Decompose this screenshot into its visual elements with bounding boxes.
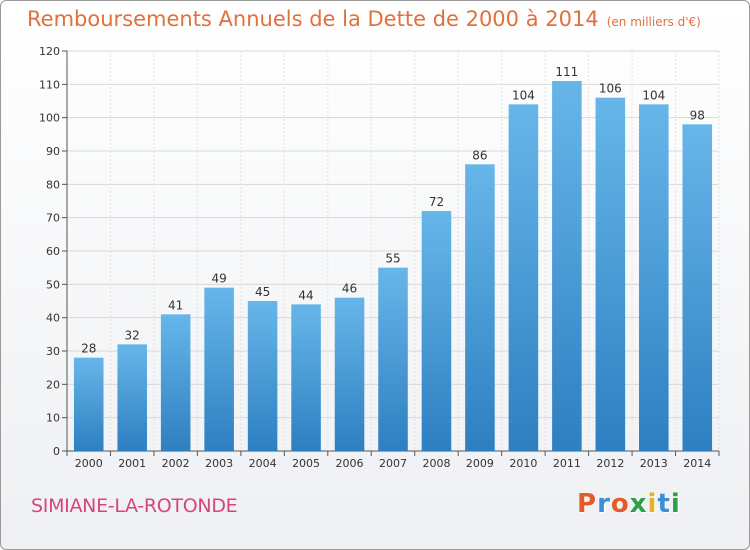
bar xyxy=(160,314,191,451)
data-label: 106 xyxy=(599,82,622,96)
data-label: 111 xyxy=(555,65,578,79)
bars xyxy=(73,81,713,452)
y-tick-label: 120 xyxy=(39,45,60,58)
bar xyxy=(378,267,408,451)
bar xyxy=(117,344,147,451)
x-tick-label: 2005 xyxy=(292,457,320,470)
data-label: 28 xyxy=(81,342,96,356)
data-label: 46 xyxy=(342,282,357,296)
y-tick-label: 0 xyxy=(53,445,60,458)
x-tick-label: 2006 xyxy=(336,457,364,470)
bar xyxy=(639,104,669,451)
y-tick-label: 70 xyxy=(46,212,60,225)
bar xyxy=(508,104,539,451)
bar xyxy=(204,287,234,451)
data-label: 49 xyxy=(211,272,226,286)
data-label: 104 xyxy=(512,88,535,102)
title-row: Remboursements Annuels de la Dette de 20… xyxy=(27,7,701,31)
data-label: 86 xyxy=(472,148,487,162)
chart-title: Remboursements Annuels de la Dette de 20… xyxy=(27,7,599,31)
x-tick-label: 2004 xyxy=(249,457,277,470)
y-tick-label: 50 xyxy=(46,278,60,291)
bar xyxy=(595,97,626,452)
logo-letter: x xyxy=(629,489,648,519)
data-label: 72 xyxy=(429,195,444,209)
logo-letter: P xyxy=(577,489,598,519)
x-tick-label: 2000 xyxy=(75,457,103,470)
x-tick-label: 2008 xyxy=(422,457,450,470)
bar xyxy=(291,304,321,451)
x-tick-label: 2009 xyxy=(466,457,494,470)
chart-subtitle: (en milliers d'€) xyxy=(606,15,701,29)
bar xyxy=(73,357,104,451)
x-tick-label: 2001 xyxy=(118,457,146,470)
data-label: 104 xyxy=(642,88,665,102)
logo-letter: i xyxy=(670,489,681,519)
y-tick-label: 40 xyxy=(46,312,60,325)
axes: 0 10 20 30 40 50 60 70 80 90 100 110 120 2000 2001 2002… xyxy=(39,45,720,470)
x-tick-label: 2011 xyxy=(553,457,581,470)
logo-letter: i xyxy=(647,489,658,519)
proxiti-logo[interactable]: Proxiti xyxy=(577,489,681,519)
bar xyxy=(247,301,278,451)
bar xyxy=(552,81,582,451)
y-tick-label: 110 xyxy=(39,78,60,91)
labels: 28 32 41 49 45 44 46 55 72 86 104 111 106 104 98 xyxy=(81,65,705,356)
y-tick-label: 90 xyxy=(46,145,60,158)
data-label: 98 xyxy=(690,108,705,122)
x-tick-label: 2013 xyxy=(640,457,668,470)
data-label: 44 xyxy=(298,288,313,302)
x-tick-label: 2007 xyxy=(379,457,407,470)
x-tick-label: 2002 xyxy=(162,457,190,470)
data-label: 32 xyxy=(125,328,140,342)
bar xyxy=(682,124,713,451)
x-tick-label: 2012 xyxy=(596,457,624,470)
commune-name: SIMIANE-LA-ROTONDE xyxy=(31,495,238,517)
logo-letter: r xyxy=(597,489,611,519)
bar xyxy=(465,164,495,452)
y-tick-label: 20 xyxy=(46,378,60,391)
y-tick-label: 10 xyxy=(46,412,60,425)
logo-letter: o xyxy=(610,489,630,519)
data-label: 45 xyxy=(255,285,270,299)
y-tick-label: 60 xyxy=(46,245,60,258)
x-tick-label: 2010 xyxy=(509,457,537,470)
data-label: 41 xyxy=(168,298,183,312)
y-tick-label: 30 xyxy=(46,345,60,358)
logo-letter: t xyxy=(657,489,671,519)
bar xyxy=(334,297,365,451)
y-tick-label: 80 xyxy=(46,178,60,191)
x-tick-label: 2014 xyxy=(683,457,711,470)
y-tick-label: 100 xyxy=(39,112,60,125)
data-label: 55 xyxy=(385,252,400,266)
x-tick-label: 2003 xyxy=(205,457,233,470)
bar xyxy=(421,211,452,451)
